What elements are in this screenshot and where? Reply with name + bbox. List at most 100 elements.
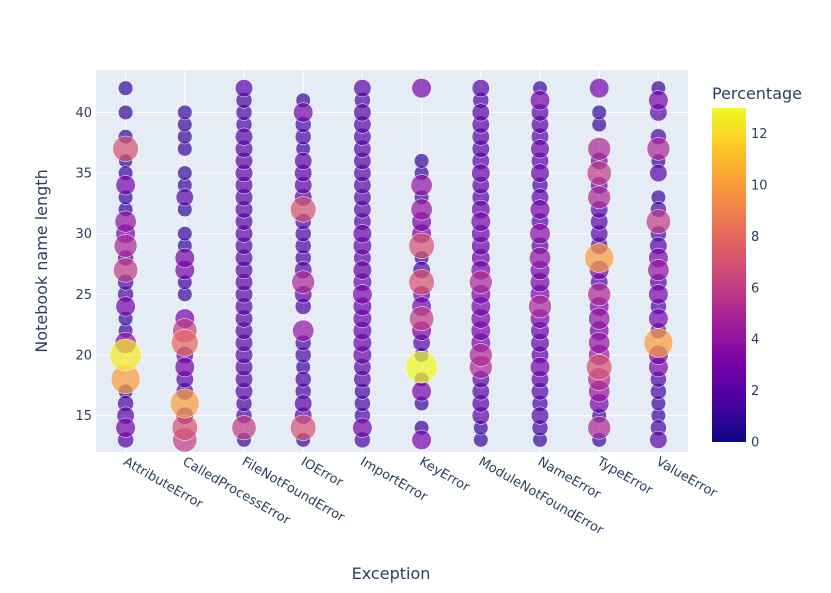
- x-axis-title: Exception: [352, 564, 431, 583]
- colorbar: Percentage 0 2 4 6 8 10 12: [712, 84, 802, 451]
- data-point: [587, 185, 611, 210]
- data-point: [174, 357, 195, 378]
- data-point: [290, 196, 317, 223]
- data-point: [587, 282, 611, 307]
- data-point: [112, 135, 139, 162]
- data-point: [113, 234, 138, 258]
- data-point: [649, 164, 668, 183]
- data-point: [411, 381, 432, 402]
- data-point: [528, 294, 552, 319]
- data-point: [647, 259, 670, 282]
- data-point: [529, 247, 551, 269]
- colorbar-tick-label: 8: [751, 230, 759, 245]
- data-point: [648, 90, 669, 111]
- data-point: [235, 79, 253, 98]
- data-point: [530, 139, 550, 159]
- data-point: [405, 350, 438, 384]
- data-point: [118, 104, 134, 121]
- x-tick-label: FileNotFoundError: [239, 454, 347, 525]
- data-point: [235, 127, 253, 146]
- data-point: [529, 357, 551, 378]
- data-point: [648, 284, 669, 305]
- data-point: [353, 79, 372, 98]
- colorbar-gradient: [712, 108, 746, 442]
- data-point: [352, 417, 373, 438]
- data-point: [292, 319, 315, 342]
- data-point: [177, 165, 193, 181]
- y-tick-label: 25: [75, 288, 92, 303]
- data-point: [408, 232, 435, 259]
- data-point: [584, 243, 614, 273]
- data-point: [414, 153, 430, 169]
- data-point: [646, 137, 671, 161]
- data-point: [174, 247, 195, 268]
- x-tick-label: CalledProcessError: [180, 454, 293, 528]
- data-point: [469, 270, 493, 294]
- y-axis-ticks: 15 20 25 30 35 40: [75, 106, 92, 424]
- data-point: [646, 209, 671, 234]
- colorbar-tick-label: 10: [751, 179, 768, 194]
- data-point: [531, 406, 549, 425]
- data-point: [529, 199, 551, 220]
- data-point: [587, 416, 611, 440]
- data-point: [529, 223, 551, 245]
- data-point: [410, 174, 433, 197]
- data-point: [411, 429, 432, 450]
- x-tick-label: IOError: [298, 454, 346, 490]
- data-point: [529, 90, 551, 111]
- x-tick-label: TypeError: [593, 454, 655, 499]
- data-point: [586, 354, 613, 381]
- data-point: [294, 394, 313, 413]
- data-point: [177, 226, 193, 242]
- x-tick-label: ValueError: [653, 454, 719, 501]
- data-point: [353, 103, 372, 122]
- y-axis-title: Notebook name length: [32, 169, 51, 352]
- data-point: [470, 211, 491, 232]
- data-point: [591, 104, 607, 121]
- data-point: [352, 260, 372, 280]
- data-point: [114, 210, 137, 233]
- y-tick-label: 40: [75, 106, 92, 121]
- colorbar-tick-label: 6: [751, 281, 759, 296]
- data-point: [408, 269, 435, 296]
- colorbar-ticks: 0 2 4 6 8 10 12: [751, 127, 768, 450]
- data-point: [588, 331, 611, 354]
- data-point: [109, 338, 142, 372]
- colorbar-tick-label: 2: [751, 384, 759, 399]
- data-point: [588, 307, 611, 330]
- data-point: [170, 388, 200, 419]
- data-point: [410, 198, 433, 221]
- data-point: [171, 329, 199, 357]
- data-point: [171, 414, 198, 441]
- colorbar-title: Percentage: [712, 84, 802, 103]
- y-tick-label: 35: [75, 167, 92, 182]
- data-point: [175, 188, 194, 207]
- data-point: [530, 163, 550, 183]
- data-point: [648, 308, 669, 329]
- data-point: [589, 78, 610, 99]
- data-point: [469, 343, 493, 367]
- data-point: [471, 103, 490, 122]
- data-point: [118, 80, 134, 96]
- colorbar-tick-label: 0: [751, 436, 759, 451]
- x-axis-ticks: AttributeErrorCalledProcessErrorFileNotF…: [121, 454, 720, 539]
- data-point: [409, 306, 435, 332]
- data-point: [586, 160, 612, 186]
- data-point: [649, 430, 668, 449]
- data-point: [291, 270, 315, 294]
- data-point: [231, 415, 257, 441]
- data-point: [352, 224, 372, 244]
- data-point: [294, 370, 312, 388]
- data-point: [177, 104, 193, 121]
- data-point: [113, 257, 138, 283]
- data-point: [290, 414, 317, 441]
- data-points: [109, 78, 674, 453]
- data-point: [352, 284, 373, 305]
- y-tick-label: 15: [75, 409, 92, 424]
- data-point: [294, 151, 313, 170]
- data-point: [587, 137, 611, 161]
- data-point: [643, 328, 674, 358]
- colorbar-tick-label: 4: [751, 333, 759, 348]
- data-point: [411, 78, 432, 99]
